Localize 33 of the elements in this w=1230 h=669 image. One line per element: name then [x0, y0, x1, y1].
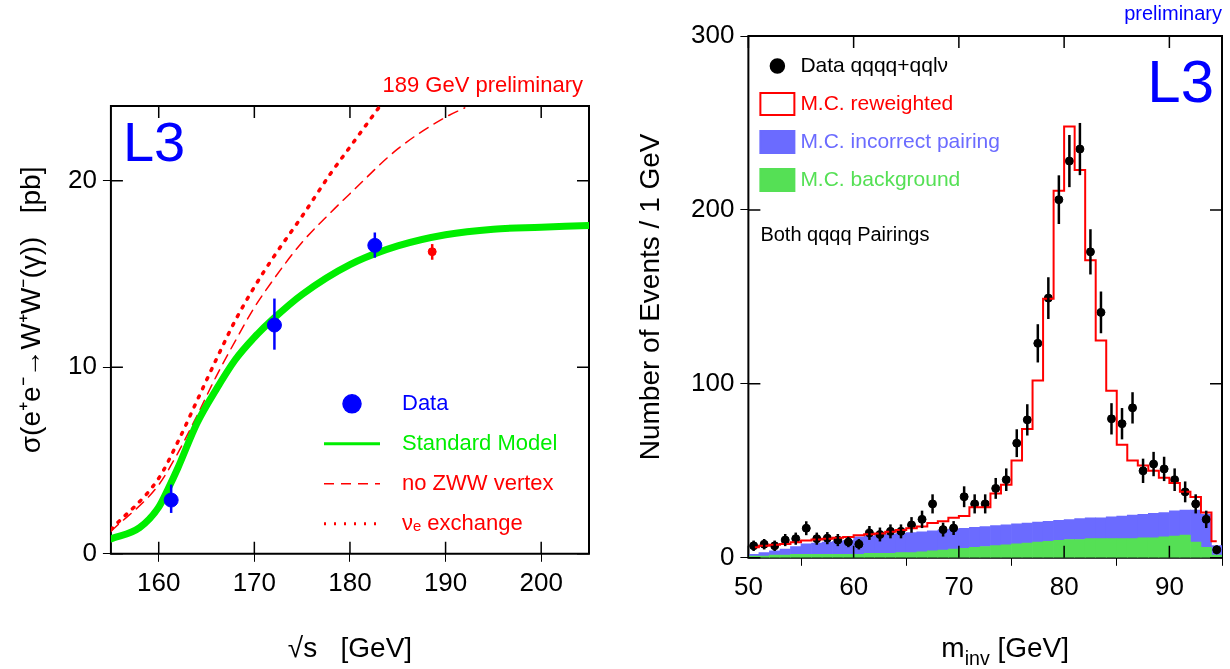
text: preliminary: [1124, 2, 1223, 24]
y-axis-title: σ(e⁺e⁻→W⁺W⁻(γ)) [pb]: [15, 166, 46, 454]
y-tick-label: 20: [68, 163, 97, 194]
y-tick-label: 0: [719, 540, 735, 571]
x-tick-label: 180: [328, 566, 372, 597]
legend-label: no ZWW vertex: [402, 469, 554, 495]
x-tick-label: 60: [839, 570, 869, 601]
annotation: L3: [122, 110, 186, 173]
x-tick-label: 90: [1154, 570, 1184, 601]
y-tick-label: 10: [68, 350, 97, 381]
x-tick-label: 70: [944, 570, 974, 601]
legend-label: Data qqqq+qqlν: [800, 52, 949, 76]
legend-label: νₑ exchange: [402, 509, 523, 535]
y-tick-label: 300: [690, 19, 735, 50]
x-tick-label: 50: [733, 570, 763, 601]
legend-label: Standard Model: [402, 429, 558, 455]
y-tick-label: 0: [82, 536, 97, 567]
x-tick-label: 160: [137, 566, 181, 597]
legend-label: M.C. background: [800, 166, 961, 190]
legend-label: M.C. incorrect pairing: [800, 128, 1000, 152]
y-axis-title: Number of Events / 1 GeV: [634, 133, 665, 461]
annotation: L3: [1147, 48, 1215, 115]
legend-label: M.C. reweighted: [800, 90, 954, 114]
x-tick-label: 80: [1049, 570, 1079, 601]
y-tick-label: 200: [690, 193, 735, 224]
x-tick-label: 170: [232, 566, 277, 597]
annotation: Both qqqq Pairings: [760, 223, 930, 245]
legend-label: Data: [402, 389, 450, 415]
y-tick-label: 100: [690, 367, 735, 398]
x-axis-title: √s [GeV]: [287, 632, 413, 663]
x-tick-label: 200: [519, 566, 563, 597]
x-tick-label: 190: [423, 566, 468, 597]
text: 189 GeV preliminary: [382, 72, 584, 97]
